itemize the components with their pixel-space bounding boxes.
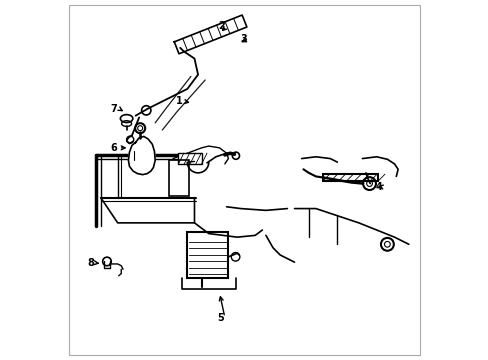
Text: 3: 3 (240, 34, 246, 44)
Text: 6: 6 (110, 143, 117, 153)
Text: 2: 2 (218, 21, 225, 31)
Text: 4: 4 (375, 182, 382, 192)
Bar (169, 160, 189, 196)
Text: 7: 7 (110, 104, 117, 113)
Bar (178, 153, 201, 164)
Text: 1: 1 (175, 96, 182, 107)
Text: 5: 5 (216, 312, 223, 323)
Polygon shape (174, 15, 246, 54)
Bar (187, 232, 228, 278)
Text: 8: 8 (87, 258, 94, 268)
Polygon shape (128, 136, 155, 175)
Bar (323, 174, 378, 181)
